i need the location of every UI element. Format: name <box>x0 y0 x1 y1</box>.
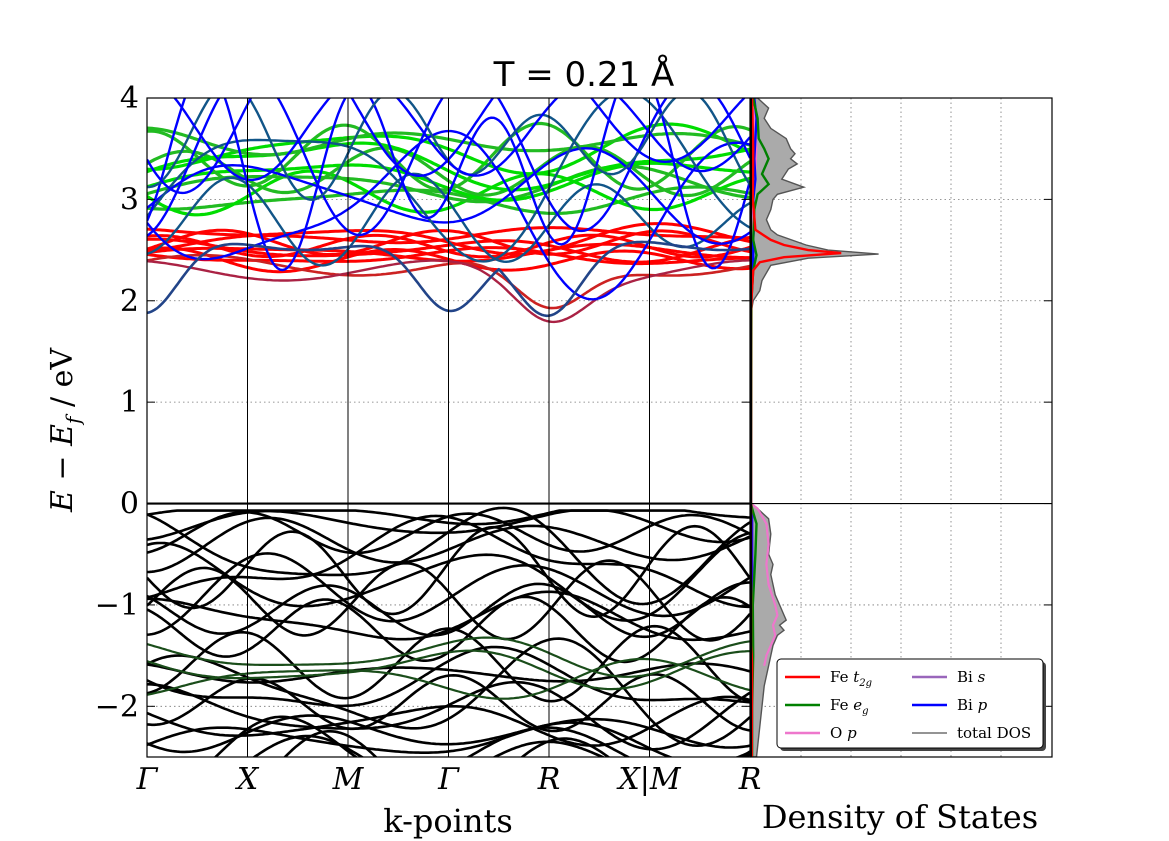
y-tick-label: 3 <box>120 182 139 217</box>
legend-entry: total DOS <box>957 724 1031 742</box>
legend-entry: Bi p <box>957 696 988 714</box>
dos-frame <box>750 97 1053 758</box>
dos-curves <box>751 98 879 757</box>
legend-box <box>776 658 1044 749</box>
kpoint-label: R <box>537 762 561 797</box>
band-x-label: k-points <box>383 802 513 840</box>
kpoint-label: Γ <box>437 762 460 797</box>
chart-title: T = 0.21 Å <box>493 54 675 95</box>
y-tick-label: 4 <box>120 81 139 116</box>
total-dos-area <box>751 98 879 757</box>
kpoint-label: Γ <box>136 762 159 797</box>
y-tick-label: 1 <box>120 385 139 420</box>
legend-entry: O p <box>830 724 857 742</box>
svg-text:E − Ef / eV: E − Ef / eV <box>45 347 85 513</box>
y-tick-label: 0 <box>120 487 139 522</box>
y-tick-label: −2 <box>95 689 139 724</box>
kpoint-label: X <box>235 762 260 797</box>
kpoint-label: X|M <box>616 762 681 797</box>
y-tick-label: 2 <box>120 284 139 319</box>
legend-entry: Fe eg <box>830 696 869 717</box>
legend-entry: Bi s <box>957 668 986 686</box>
kpoint-label: R <box>738 762 762 797</box>
fe-eg-curve <box>751 98 771 757</box>
band-structure-panel: −2 −1 0 1 2 3 4 Γ X M Γ R X|M R <box>95 81 762 797</box>
dos-x-label: Density of States <box>762 798 1038 836</box>
dos-panel: Fe t2g Fe eg O p Bi s Bi p total DOS <box>750 97 1053 758</box>
dos-legend: Fe t2g Fe eg O p Bi s Bi p total DOS <box>776 658 1046 751</box>
kpoint-label: M <box>332 762 365 797</box>
y-tick-label: −1 <box>95 588 139 623</box>
legend-entry: Fe t2g <box>830 668 872 689</box>
y-axis-label: E − Ef / eV <box>45 347 85 513</box>
